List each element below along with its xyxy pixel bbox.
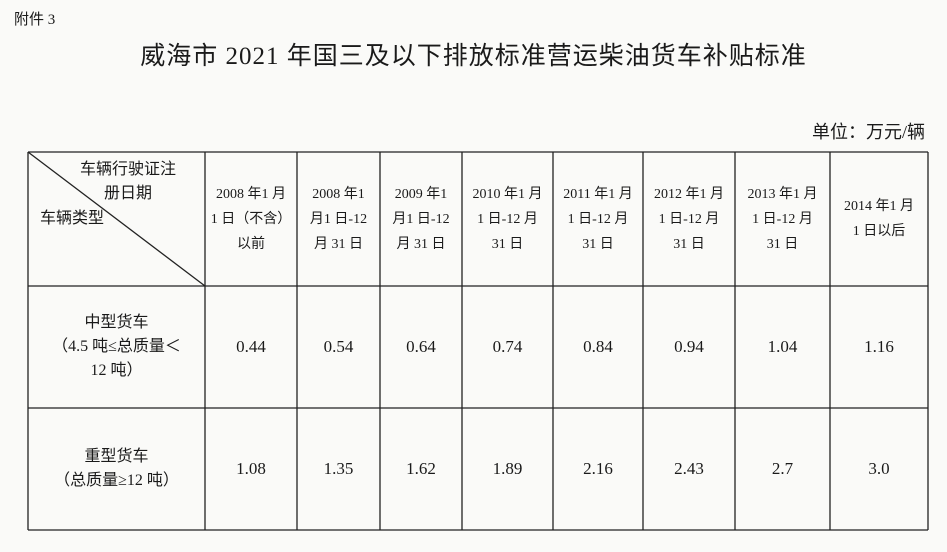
corner-top-line: 册日期 <box>104 185 153 202</box>
column-header-line: 31 日 <box>582 236 614 252</box>
value-cell: 1.62 <box>380 408 462 530</box>
value-text: 1.89 <box>492 459 523 478</box>
value-cell: 1.08 <box>205 408 297 530</box>
value-cell: 2.16 <box>553 408 643 530</box>
column-header-line: 2012 年1 月 <box>654 186 724 202</box>
value-cell: 0.54 <box>297 286 380 408</box>
column-header-line: 1 日-12 月 <box>658 211 720 227</box>
column-header: 2010 年1 月 1 日-12 月 31 日 <box>462 152 553 286</box>
column-header: 2014 年1 月 1 日以后 <box>830 152 928 286</box>
column-header: 2012 年1 月 1 日-12 月 31 日 <box>643 152 735 286</box>
column-header: 2011 年1 月 1 日-12 月 31 日 <box>553 152 643 286</box>
value-cell: 0.74 <box>462 286 553 408</box>
column-header-line: 31 日 <box>673 236 705 252</box>
value-cell: 1.16 <box>830 286 928 408</box>
row-label-line: 12 吨） <box>90 362 143 379</box>
value-text: 0.54 <box>323 337 354 356</box>
value-text: 1.04 <box>767 337 798 356</box>
document-title: 威海市 2021 年国三及以下排放标准营运柴油货车补贴标准 <box>140 43 807 70</box>
column-header: 2008 年1 月 1 日（不含） 以前 <box>205 152 297 286</box>
column-header: 2009 年1 月1 日-12 月 31 日 <box>380 152 462 286</box>
value-cell: 0.84 <box>553 286 643 408</box>
column-header-line: 2009 年1 <box>394 186 448 202</box>
column-header-line: 1 日以后 <box>852 224 906 239</box>
corner-bottom: 车辆类型 <box>40 210 105 227</box>
column-header-line: 2011 年1 月 <box>563 186 633 202</box>
column-header-line: 月1 日-12 <box>309 211 368 227</box>
row-label: 中型货车 （4.5 吨≤总质量＜ 12 吨） <box>28 286 205 408</box>
value-text: 1.62 <box>406 459 436 478</box>
value-text: 3.0 <box>868 459 890 478</box>
column-header: 2008 年1 月1 日-12 月 31 日 <box>297 152 380 286</box>
value-text: 1.08 <box>236 459 266 478</box>
diagonal-line <box>27 151 206 287</box>
value-text: 1.35 <box>323 459 354 478</box>
value-text: 0.44 <box>236 337 266 356</box>
value-cell: 2.43 <box>643 408 735 530</box>
row-label-line: 中型货车 <box>84 314 149 331</box>
row-label-line: 重型货车 <box>84 448 149 465</box>
value-text: 2.16 <box>583 459 613 478</box>
value-text: 0.94 <box>674 337 704 356</box>
attachment-label: 附件 3 <box>14 12 56 28</box>
value-text: 1.16 <box>864 337 894 356</box>
value-cell: 0.64 <box>380 286 462 408</box>
row-label: 重型货车 （总质量≥12 吨） <box>28 408 205 530</box>
corner-top-line: 车辆行驶证注 <box>80 161 177 178</box>
column-header-line: 月 31 日 <box>396 236 446 252</box>
value-cell: 0.94 <box>643 286 735 408</box>
column-header-line: 1 日-12 月 <box>477 211 538 227</box>
column-header-line: 1 日-12 月 <box>752 211 813 227</box>
column-header-line: 31 日 <box>491 236 524 252</box>
column-header: 2013 年1 月 1 日-12 月 31 日 <box>735 152 830 286</box>
column-header-line: 2010 年1 月 <box>472 186 543 202</box>
row-label-line: （4.5 吨≤总质量＜ <box>52 338 181 355</box>
value-cell: 1.35 <box>297 408 380 530</box>
column-header-line: 1 日（不含） <box>210 211 292 227</box>
column-header-line: 2008 年1 月 <box>216 186 286 202</box>
column-header-line: 2014 年1 月 <box>844 199 914 214</box>
value-cell: 3.0 <box>830 408 928 530</box>
value-text: 0.84 <box>583 337 613 356</box>
value-cell: 1.04 <box>735 286 830 408</box>
value-cell: 2.7 <box>735 408 830 530</box>
column-header-line: 月1 日-12 <box>392 211 450 227</box>
corner-top: 车辆行驶证注 册日期 <box>80 158 176 206</box>
value-text: 0.64 <box>406 337 436 356</box>
column-header-line: 1 日-12 月 <box>567 211 629 227</box>
column-header-line: 以前 <box>237 236 265 252</box>
column-header-line: 2013 年1 月 <box>747 186 818 202</box>
value-text: 2.43 <box>674 459 704 478</box>
column-header-line: 31 日 <box>766 236 799 252</box>
value-cell: 0.44 <box>205 286 297 408</box>
value-text: 2.7 <box>771 459 794 478</box>
value-cell: 1.89 <box>462 408 553 530</box>
unit-note: 单位：万元/辆 <box>811 122 925 142</box>
column-header-line: 2008 年1 <box>312 186 365 202</box>
column-header-line: 月 31 日 <box>314 236 363 252</box>
row-label-line: （总质量≥12 吨） <box>54 472 179 489</box>
value-text: 0.74 <box>492 337 523 356</box>
